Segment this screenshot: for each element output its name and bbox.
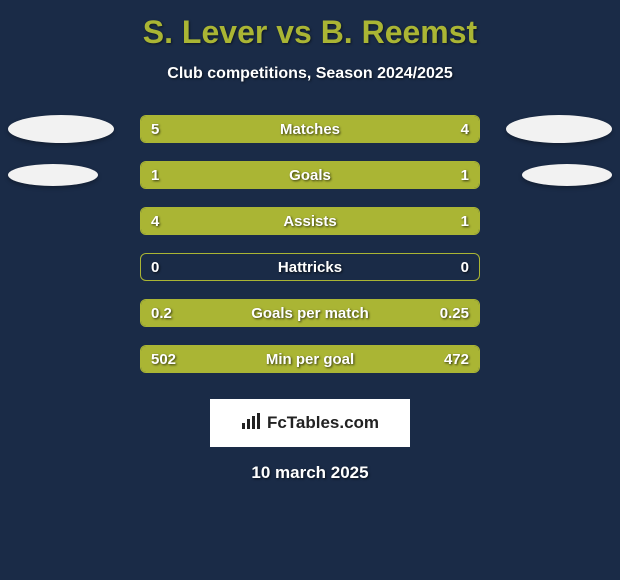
value-left: 502 [151, 346, 176, 373]
stat-row: 0 0Hattricks [0, 249, 620, 295]
stat-row: 41Assists [0, 203, 620, 249]
value-right: 1 [461, 208, 469, 235]
stat-bar: 41Assists [140, 207, 480, 235]
value-left: 0.2 [151, 300, 172, 327]
value-right: 472 [444, 346, 469, 373]
stat-row: 0.20.25Goals per match [0, 295, 620, 341]
stat-bar: 502472Min per goal [140, 345, 480, 373]
stat-bar: 0.20.25Goals per match [140, 299, 480, 327]
player-left-marker [8, 115, 114, 143]
stat-bar: 11Goals [140, 161, 480, 189]
bar-fill-left [141, 208, 411, 234]
bar-fill-left [141, 116, 329, 142]
bar-fill-right [310, 162, 479, 188]
value-right: 0.25 [440, 300, 469, 327]
logo-badge: FcTables.com [210, 399, 410, 447]
stat-row: 502472Min per goal [0, 341, 620, 387]
bar-fill-left [141, 162, 310, 188]
value-left: 4 [151, 208, 159, 235]
player-right-marker [522, 164, 612, 186]
subtitle: Club competitions, Season 2024/2025 [0, 65, 620, 83]
value-left: 1 [151, 162, 159, 189]
comparison-chart: 54Matches11Goals41Assists00Hattricks0.20… [0, 111, 620, 387]
value-left: 0 [151, 254, 159, 281]
player-left-marker [8, 164, 98, 186]
stat-row: 54Matches [0, 111, 620, 157]
value-right: 0 [461, 254, 469, 281]
stat-row: 11Goals [0, 157, 620, 203]
value-right: 1 [461, 162, 469, 189]
value-left: 5 [151, 116, 159, 143]
value-right: 4 [461, 116, 469, 143]
logo-text: FcTables.com [267, 413, 379, 433]
page-title: S. Lever vs B. Reemst [0, 0, 620, 51]
bar-fill-right [329, 116, 479, 142]
date-label: 10 march 2025 [0, 463, 620, 483]
stat-bar: 54Matches [140, 115, 480, 143]
stat-bar: 0 0Hattricks [140, 253, 480, 281]
player-right-marker [506, 115, 612, 143]
metric-label: Hattricks [141, 254, 479, 281]
chart-icon [241, 413, 261, 434]
